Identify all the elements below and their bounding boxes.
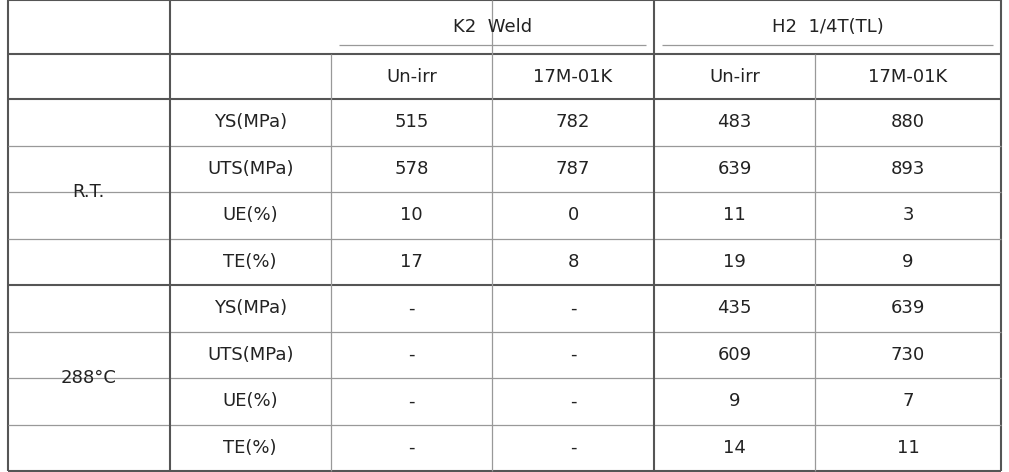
Text: -: - (409, 439, 415, 457)
Text: UTS(MPa): UTS(MPa) (207, 346, 294, 364)
Text: 893: 893 (891, 160, 925, 178)
Text: -: - (570, 299, 576, 317)
Text: 9: 9 (902, 253, 914, 271)
Text: 578: 578 (395, 160, 429, 178)
Text: 14: 14 (723, 439, 746, 457)
Text: 11: 11 (723, 206, 746, 224)
Text: TE(%): TE(%) (223, 253, 277, 271)
Text: 609: 609 (717, 346, 752, 364)
Text: 0: 0 (567, 206, 579, 224)
Text: 515: 515 (395, 113, 429, 131)
Text: TE(%): TE(%) (223, 439, 277, 457)
Text: UE(%): UE(%) (222, 392, 278, 410)
Text: -: - (409, 392, 415, 410)
Text: 730: 730 (891, 346, 925, 364)
Text: 483: 483 (717, 113, 752, 131)
Text: 787: 787 (556, 160, 590, 178)
Text: 435: 435 (717, 299, 752, 317)
Text: Un-irr: Un-irr (709, 67, 760, 86)
Text: 880: 880 (891, 113, 925, 131)
Text: 3: 3 (902, 206, 914, 224)
Text: H2  1/4T(TL): H2 1/4T(TL) (772, 18, 883, 36)
Text: 19: 19 (723, 253, 746, 271)
Text: 17: 17 (401, 253, 423, 271)
Text: 639: 639 (891, 299, 925, 317)
Text: -: - (409, 346, 415, 364)
Text: 639: 639 (717, 160, 752, 178)
Text: YS(MPa): YS(MPa) (214, 299, 287, 317)
Text: -: - (570, 346, 576, 364)
Text: UTS(MPa): UTS(MPa) (207, 160, 294, 178)
Text: 9: 9 (728, 392, 741, 410)
Text: 288°C: 288°C (61, 369, 117, 387)
Text: R.T.: R.T. (73, 183, 105, 201)
Text: -: - (570, 439, 576, 457)
Text: YS(MPa): YS(MPa) (214, 113, 287, 131)
Text: 17M-01K: 17M-01K (534, 67, 612, 86)
Text: K2  Weld: K2 Weld (453, 18, 532, 36)
Text: 10: 10 (401, 206, 423, 224)
Text: -: - (409, 299, 415, 317)
Text: Un-irr: Un-irr (386, 67, 437, 86)
Text: 11: 11 (897, 439, 919, 457)
Text: UE(%): UE(%) (222, 206, 278, 224)
Text: 17M-01K: 17M-01K (869, 67, 947, 86)
Text: 8: 8 (567, 253, 579, 271)
Text: 782: 782 (556, 113, 590, 131)
Text: 7: 7 (902, 392, 914, 410)
Text: -: - (570, 392, 576, 410)
